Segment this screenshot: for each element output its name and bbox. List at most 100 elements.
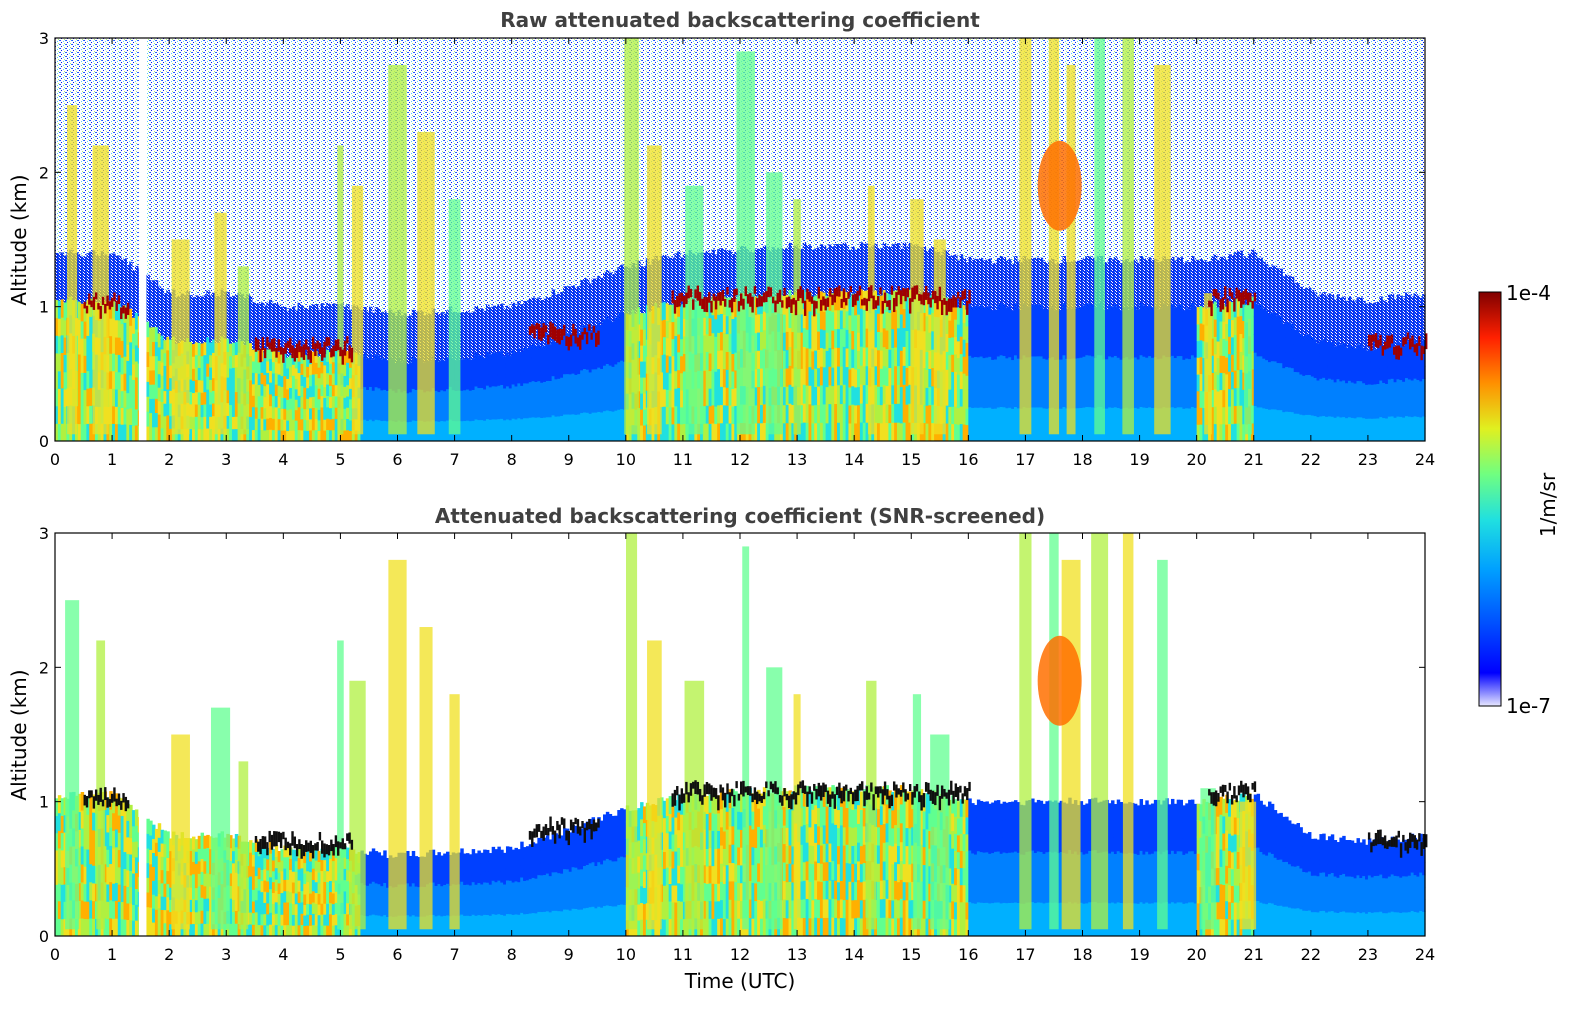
bl-cell (1016, 341, 1021, 359)
transition-cell (229, 296, 233, 344)
bl-cell (274, 429, 279, 442)
bl-cell (951, 319, 955, 338)
bl-cell (1365, 407, 1369, 419)
bl-cell (1273, 408, 1278, 426)
bl-cell (57, 883, 62, 902)
bl-cell (152, 880, 156, 895)
bl-cell (1033, 423, 1038, 442)
bl-cell (859, 365, 864, 385)
bl-cell (329, 396, 333, 409)
bl-cell (1039, 406, 1044, 425)
bl-cell (548, 368, 553, 381)
bl-cell (1073, 308, 1078, 326)
bl-cell (540, 417, 544, 430)
bl-cell (1233, 423, 1238, 442)
bl-cell (637, 340, 641, 358)
bl-cell (1319, 403, 1323, 417)
bl-cell (63, 423, 68, 442)
cloud-cell (1367, 334, 1371, 347)
bl-cell (283, 430, 287, 442)
bl-cell (326, 372, 330, 385)
bl-cell (671, 338, 675, 357)
bl-cell (825, 386, 830, 406)
bl-cell (848, 350, 852, 370)
cloud-cell (330, 348, 333, 358)
transition-cell (1179, 257, 1183, 305)
bl-cell (1268, 409, 1272, 426)
bl-cell (1347, 380, 1352, 393)
transition-cell (463, 312, 467, 360)
bl-cell (1342, 367, 1346, 381)
bl-cell (505, 418, 510, 431)
bl-cell (1393, 358, 1398, 371)
bl-cell (614, 394, 618, 411)
bl-cell (828, 328, 832, 349)
bl-cell (554, 378, 558, 392)
bl-cell (543, 417, 547, 430)
transition-cell (1196, 260, 1201, 308)
cloud-cell (266, 337, 269, 347)
plume (1094, 38, 1105, 435)
bl-cell (620, 376, 624, 393)
bl-cell (819, 384, 824, 405)
bl-cell (714, 353, 718, 372)
transition-cell (799, 248, 804, 296)
bl-cell (660, 320, 664, 338)
bl-cell (132, 904, 136, 921)
bl-cell (1290, 411, 1295, 427)
bl-cell (1342, 416, 1346, 430)
bl-cell (1196, 390, 1201, 409)
bl-cell (109, 405, 113, 424)
cloud-cell (787, 296, 791, 308)
bl-cell (1268, 393, 1272, 410)
bl-cell (1256, 372, 1261, 391)
bl-cell (1188, 408, 1192, 426)
bl-cell (92, 900, 96, 919)
bl-cell (1079, 390, 1084, 408)
bl-cell (819, 366, 824, 386)
bl-cell (711, 314, 715, 334)
bl-cell (437, 401, 441, 412)
bl-cell (1327, 365, 1332, 379)
bl-cell (1299, 374, 1303, 388)
bl-cell (160, 909, 165, 924)
bl-cell (514, 396, 518, 409)
transition-cell (1376, 301, 1380, 350)
bl-cell (408, 382, 413, 393)
bl-cell (1345, 429, 1349, 442)
bl-cell (543, 345, 547, 359)
bl-cell (674, 370, 678, 389)
bl-cell (1259, 338, 1263, 357)
bl-cell (189, 366, 193, 380)
bl-cell (383, 410, 387, 421)
bl-cell (1347, 343, 1352, 357)
bl-cell (126, 360, 130, 378)
cloud-cell (870, 285, 873, 299)
bl-cell (577, 346, 581, 361)
bl-cell (57, 423, 62, 442)
bl-cell (728, 405, 733, 424)
bl-cell (1036, 372, 1041, 391)
transition-cell (331, 303, 336, 351)
cloud-cell (929, 297, 932, 308)
bl-cell (249, 428, 253, 442)
bl-cell (1285, 381, 1289, 397)
transition-cell (505, 305, 510, 353)
bl-cell (1079, 373, 1084, 392)
bl-cell (577, 414, 581, 429)
bl-cell (1073, 324, 1078, 342)
bl-cell (1385, 429, 1389, 442)
transition-cell (251, 302, 256, 350)
bl-cell (1213, 406, 1218, 425)
bl-cell (226, 364, 230, 378)
bl-cell (525, 394, 530, 407)
bl-cell (762, 329, 767, 349)
bl-cell (1062, 303, 1066, 321)
bl-cell (1116, 390, 1121, 408)
panel-screened: Attenuated backscattering coefficient (S… (7, 504, 1435, 993)
transition-cell (839, 244, 844, 292)
cloud-cell (1221, 297, 1225, 310)
transition-cell (1190, 256, 1195, 304)
bl-cell (89, 863, 93, 883)
cloud-cell (1404, 336, 1407, 345)
